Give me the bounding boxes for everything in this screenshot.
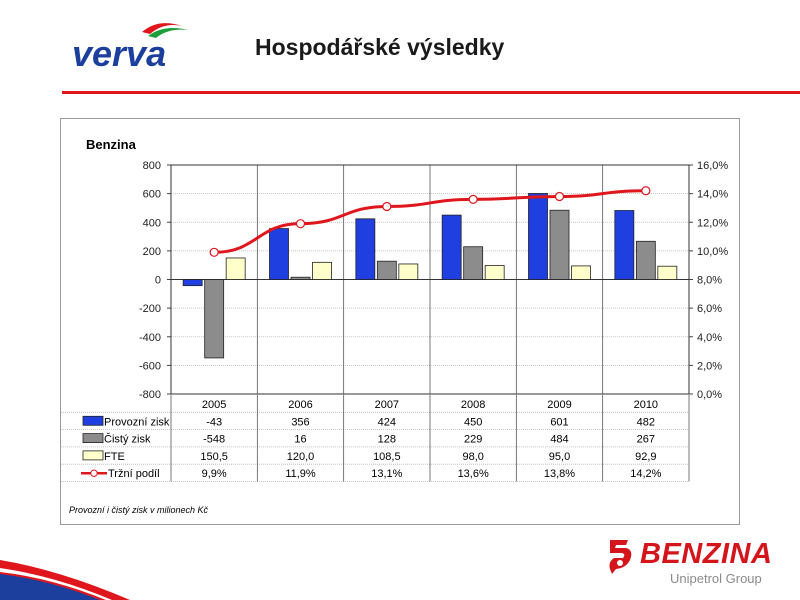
table-cell-value: 128 (378, 434, 396, 446)
x-tick-label: 2009 (547, 399, 571, 411)
table-cell-value: 13,1% (371, 468, 402, 480)
table-cell-value: 14,2% (630, 468, 661, 480)
bar--ist-zisk (635, 240, 656, 280)
table-cell-value: 11,9% (285, 468, 316, 480)
table-cell-value: 267 (637, 434, 655, 446)
table-cell-value: 120,0 (287, 451, 315, 463)
bar-provozn-zisk (528, 193, 548, 280)
x-tick-label: 2007 (375, 399, 399, 411)
line-point (641, 186, 651, 196)
bar-provozn-zisk (182, 279, 203, 287)
table-cell-value: 9,9% (202, 468, 227, 480)
y2-tick-label: 2,0% (697, 360, 722, 372)
bar--ist-zisk (204, 279, 225, 359)
corner-swoosh (0, 560, 130, 600)
line-point (382, 201, 392, 212)
chart-footnote: Provozní i čistý zisk v milionech Kč (69, 505, 209, 515)
table-cell-value: 13,8% (544, 468, 575, 480)
y2-tick-label: 0,0% (697, 389, 722, 401)
table-cell-value: 484 (550, 434, 568, 446)
bar--ist-zisk (463, 246, 484, 280)
y-tick-label: 200 (143, 246, 161, 258)
table-cell-value: 13,6% (458, 468, 489, 480)
table-cell-value: 601 (550, 416, 568, 428)
legend-label: Tržní podíl (108, 468, 160, 480)
legend-label: FTE (104, 451, 125, 463)
y2-tick-label: 14,0% (697, 189, 728, 201)
table-cell-value: -548 (203, 434, 225, 446)
y2-tick-label: 6,0% (697, 303, 722, 315)
bar-fte (571, 265, 591, 280)
table-cell-value: 356 (291, 416, 309, 428)
bar-provozn-zisk (614, 210, 635, 280)
legend-key-bar (82, 415, 104, 426)
y-tick-label: -400 (139, 332, 161, 344)
y-tick-label: -600 (139, 360, 161, 372)
line-point (468, 194, 478, 204)
page-title: Hospodářské výsledky (255, 34, 505, 60)
bar-provozn-zisk (269, 228, 289, 280)
x-tick-label: 2005 (202, 399, 226, 411)
y-tick-label: 600 (143, 189, 161, 201)
bar--ist-zisk (549, 209, 570, 280)
line-series (214, 189, 646, 254)
bar-fte (484, 265, 505, 280)
y2-tick-label: 8,0% (697, 275, 722, 287)
table-cell-value: -43 (206, 416, 222, 428)
table-cell-value: 482 (637, 416, 655, 428)
chart-svg: Benzina 800 16,0% 600 14,0% 400 12,0% 200 10,0% 0… (61, 137, 728, 515)
chart-panel: Benzina 800 16,0% 600 14,0% 400 12,0% 200 10,0% 0… (60, 118, 740, 525)
table-cell-value: 108,5 (373, 451, 401, 463)
y2-tick-label: 10,0% (697, 246, 728, 258)
table-cell-value: 150,5 (200, 451, 228, 463)
line-point (554, 191, 565, 202)
x-tick-label: 2006 (288, 399, 312, 411)
y-tick-label: 0 (155, 275, 161, 287)
table-cell-value: 424 (378, 416, 396, 428)
legend-key-bar (82, 450, 104, 461)
x-tick-label: 2010 (634, 399, 658, 411)
table-cell-value: 229 (464, 434, 482, 446)
benzina-logo-mark (609, 540, 632, 574)
table-cell-value: 16 (294, 434, 306, 446)
table-cell-value: 95,0 (549, 451, 570, 463)
bar-fte (398, 263, 419, 280)
y-tick-label: 800 (143, 160, 161, 172)
legend-label: Čistý zisk (104, 433, 151, 446)
line-point (295, 219, 306, 229)
table-cell-value: 450 (464, 416, 482, 428)
y2-tick-label: 4,0% (697, 332, 722, 344)
verva-logo-text: verva (72, 33, 166, 72)
bar--ist-zisk (376, 260, 397, 280)
bar-fte (312, 261, 332, 280)
bar--ist-zisk (290, 276, 311, 280)
legend-key-bar (82, 433, 104, 444)
bar-fte (225, 257, 246, 280)
chart-subtitle: Benzina (86, 137, 137, 152)
bar-provozn-zisk (441, 214, 462, 280)
verva-logo: verva (72, 23, 188, 72)
y-tick-label: -200 (139, 303, 161, 315)
title-divider (62, 91, 800, 94)
benzina-logo-text: BENZINA (640, 538, 773, 570)
bar-provozn-zisk (355, 218, 376, 280)
y-tick-label: -800 (139, 389, 161, 401)
legend-key-marker (90, 469, 98, 477)
line-point (209, 247, 219, 257)
table-cell-value: 98,0 (462, 451, 483, 463)
benzina-logo-subtitle: Unipetrol Group (670, 571, 762, 586)
y2-tick-label: 12,0% (697, 217, 728, 229)
table-cell-value: 92,9 (635, 451, 656, 463)
bar-fte (657, 265, 678, 280)
y-tick-label: 400 (143, 217, 161, 229)
y2-tick-label: 16,0% (697, 160, 728, 172)
x-tick-label: 2008 (461, 399, 485, 411)
legend-label: Provozní zisk (104, 416, 170, 428)
